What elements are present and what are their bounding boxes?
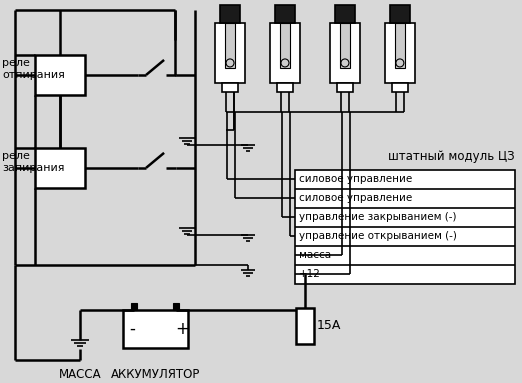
Bar — [35, 55, 85, 95]
Bar — [173, 303, 179, 310]
Bar — [295, 170, 515, 284]
Text: 15А: 15А — [317, 319, 341, 332]
Text: управление открыванием (-): управление открыванием (-) — [299, 231, 457, 241]
Bar — [275, 5, 295, 23]
Text: +: + — [175, 320, 189, 338]
Text: -: - — [129, 320, 135, 338]
Bar — [390, 5, 410, 23]
Bar — [215, 23, 245, 83]
Bar — [222, 83, 238, 92]
Bar — [335, 5, 355, 23]
Bar — [330, 23, 360, 83]
Bar — [270, 23, 300, 83]
Text: АККУМУЛЯТОР: АККУМУЛЯТОР — [111, 368, 200, 381]
Bar — [220, 5, 240, 23]
Bar — [392, 83, 408, 92]
Text: силовое управление: силовое управление — [299, 174, 412, 184]
Text: МАССА: МАССА — [59, 368, 101, 381]
Bar — [337, 83, 353, 92]
Bar — [225, 23, 235, 68]
Bar — [340, 23, 350, 68]
Bar — [296, 308, 314, 344]
Text: +12: +12 — [299, 269, 321, 279]
Text: реле
запирания: реле запирания — [2, 151, 65, 173]
Bar — [280, 23, 290, 68]
Bar — [131, 303, 137, 310]
Bar — [123, 310, 188, 348]
Bar — [395, 23, 405, 68]
Bar — [35, 148, 85, 188]
Text: масса: масса — [299, 250, 331, 260]
Text: силовое управление: силовое управление — [299, 193, 412, 203]
Text: штатный модуль ЦЗ: штатный модуль ЦЗ — [388, 150, 515, 163]
Bar — [277, 83, 293, 92]
Text: реле
отпирания: реле отпирания — [2, 58, 65, 80]
Text: управление закрыванием (-): управление закрыванием (-) — [299, 212, 456, 222]
Bar — [385, 23, 415, 83]
